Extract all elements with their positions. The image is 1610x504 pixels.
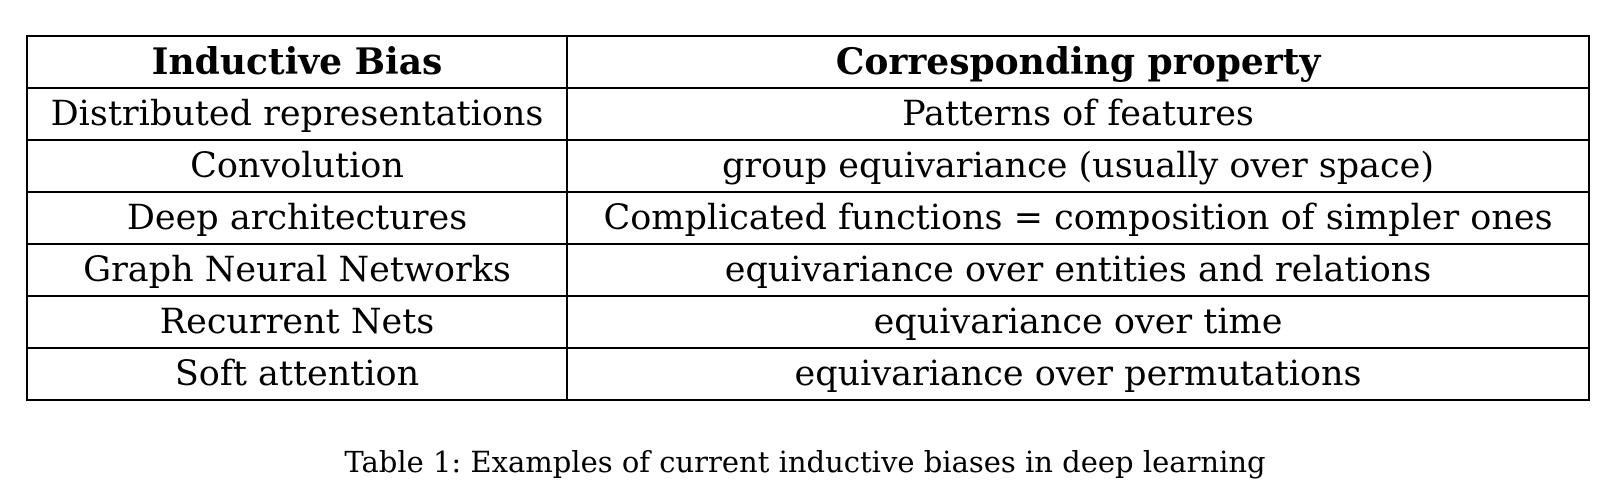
table-row: Soft attention equivariance over permuta… [26, 347, 1590, 401]
cell-inductive-bias: Deep architectures [26, 191, 568, 245]
table-row: Recurrent Nets equivariance over time [26, 295, 1590, 349]
cell-inductive-bias: Graph Neural Networks [26, 243, 568, 297]
header-inductive-bias: Inductive Bias [26, 35, 568, 89]
cell-inductive-bias: Distributed representations [26, 87, 568, 141]
table-row: Convolution group equivariance (usually … [26, 139, 1590, 193]
inductive-bias-table: Inductive Bias Corresponding property Di… [26, 35, 1590, 401]
cell-property: Patterns of features [566, 87, 1590, 141]
table-row: Graph Neural Networks equivariance over … [26, 243, 1590, 297]
table-container: Inductive Bias Corresponding property Di… [26, 35, 1590, 401]
header-corresponding-property: Corresponding property [566, 35, 1590, 89]
cell-property: group equivariance (usually over space) [566, 139, 1590, 193]
cell-property: equivariance over permutations [566, 347, 1590, 401]
cell-inductive-bias: Soft attention [26, 347, 568, 401]
table-row: Deep architectures Complicated functions… [26, 191, 1590, 245]
table-header-row: Inductive Bias Corresponding property [26, 35, 1590, 89]
table-row: Distributed representations Patterns of … [26, 87, 1590, 141]
table-caption: Table 1: Examples of current inductive b… [344, 445, 1266, 479]
cell-property: equivariance over time [566, 295, 1590, 349]
cell-inductive-bias: Convolution [26, 139, 568, 193]
cell-property: equivariance over entities and relations [566, 243, 1590, 297]
cell-inductive-bias: Recurrent Nets [26, 295, 568, 349]
cell-property: Complicated functions = composition of s… [566, 191, 1590, 245]
